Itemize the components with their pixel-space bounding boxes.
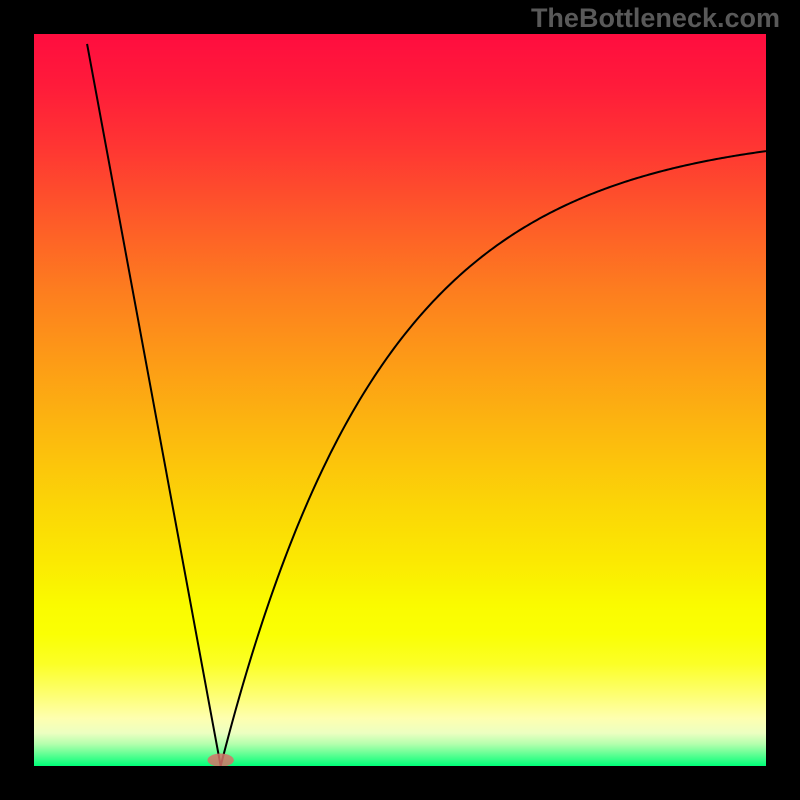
bottleneck-chart <box>34 34 766 766</box>
chart-container: TheBottleneck.com <box>0 0 800 800</box>
chart-background <box>34 34 766 766</box>
watermark-label: TheBottleneck.com <box>531 3 780 34</box>
